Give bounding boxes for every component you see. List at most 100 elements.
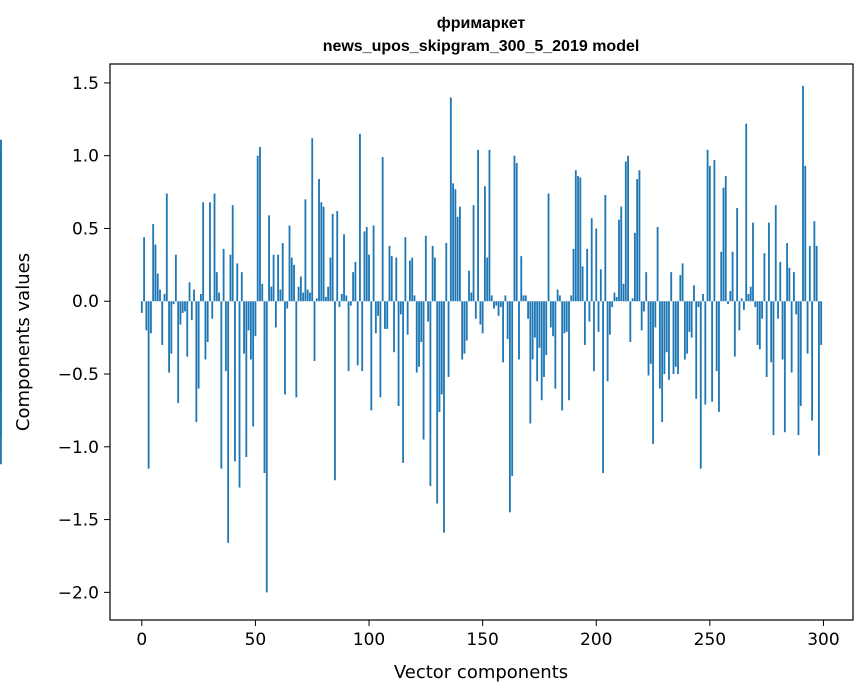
bar <box>763 253 766 302</box>
bar <box>524 295 527 302</box>
bar <box>163 293 166 302</box>
bar <box>608 301 611 335</box>
y-tick-label: −0.5 <box>58 365 99 385</box>
bar <box>724 176 727 302</box>
bar <box>470 292 473 302</box>
bar <box>474 301 477 319</box>
bar <box>627 155 629 302</box>
bar <box>604 194 607 302</box>
bar <box>620 206 623 302</box>
bar <box>422 301 425 440</box>
x-axis-label: Vector components <box>394 662 568 683</box>
bar <box>663 301 666 375</box>
bar <box>797 301 800 436</box>
y-tick-label: 1.0 <box>72 147 99 167</box>
bar <box>513 155 516 302</box>
bar <box>347 301 350 372</box>
bar <box>802 85 804 302</box>
bar <box>156 273 159 302</box>
bar <box>643 301 645 312</box>
bar <box>359 133 361 302</box>
bar <box>515 162 518 302</box>
bar <box>711 301 714 402</box>
bar <box>758 301 761 350</box>
bar <box>418 301 420 367</box>
bar <box>629 301 632 342</box>
bar <box>738 301 741 331</box>
bar <box>311 138 314 302</box>
bar <box>456 216 459 302</box>
bar <box>531 301 534 360</box>
bar <box>656 227 659 302</box>
bar <box>702 293 704 302</box>
bar <box>665 301 668 353</box>
bar <box>795 301 798 315</box>
bar <box>234 301 236 462</box>
bar <box>749 286 752 302</box>
bar <box>315 298 318 302</box>
bar <box>306 289 309 302</box>
bar <box>618 219 620 302</box>
bar <box>697 301 700 308</box>
bar <box>415 301 418 373</box>
bar <box>349 301 352 306</box>
bar <box>147 301 150 469</box>
bar <box>690 301 693 338</box>
bar <box>488 149 491 302</box>
bar <box>649 301 652 364</box>
bar <box>790 301 793 373</box>
bar <box>570 295 573 302</box>
bar <box>747 293 750 302</box>
bar <box>554 301 557 389</box>
bar <box>572 248 575 302</box>
bar <box>179 301 182 325</box>
bar <box>286 301 289 309</box>
bar <box>227 301 230 543</box>
bar <box>188 282 191 302</box>
y-tick-label: 0.5 <box>72 219 99 239</box>
bar <box>661 301 664 423</box>
bar <box>586 248 589 302</box>
bar <box>384 301 386 329</box>
bar <box>190 301 193 321</box>
bar <box>658 301 661 389</box>
bar <box>218 292 220 302</box>
bar <box>699 301 702 469</box>
bar <box>683 301 686 360</box>
bar <box>352 272 355 302</box>
bar <box>729 291 732 302</box>
bar <box>299 276 302 302</box>
bar <box>583 301 586 345</box>
bar <box>236 263 239 302</box>
bar <box>788 267 791 302</box>
bar <box>165 193 168 302</box>
bar <box>720 251 723 302</box>
bar <box>752 222 754 302</box>
bar <box>343 234 345 302</box>
bar <box>708 165 711 302</box>
bar <box>170 301 173 354</box>
bar <box>518 301 520 360</box>
bar <box>652 301 654 444</box>
bar <box>636 178 639 302</box>
x-tick-label: 100 <box>353 630 385 650</box>
bar <box>397 301 400 407</box>
bar <box>274 301 277 328</box>
bar <box>268 215 270 302</box>
bar <box>468 270 470 302</box>
bar <box>370 301 373 411</box>
bar <box>490 295 493 302</box>
bar <box>272 254 275 302</box>
bar <box>599 269 602 302</box>
bar <box>206 301 209 342</box>
bar <box>804 165 807 302</box>
bar <box>777 301 779 319</box>
bar <box>595 228 598 302</box>
bar <box>413 295 416 302</box>
bar <box>263 301 266 473</box>
bar <box>806 301 809 354</box>
bar <box>431 245 434 302</box>
y-tick-label: 0.0 <box>72 292 99 312</box>
bar <box>322 206 325 302</box>
bar <box>209 202 211 302</box>
